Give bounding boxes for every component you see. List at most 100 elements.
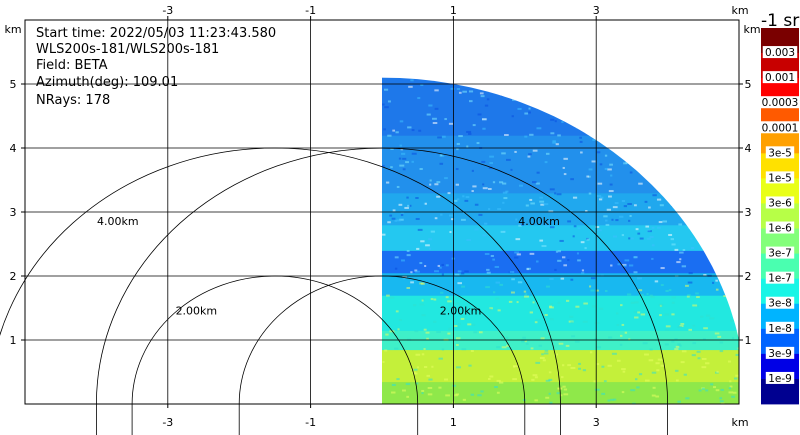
speckle-cell (724, 91, 729, 94)
speckle-cell (644, 379, 650, 382)
speckle-cell (608, 190, 614, 193)
speckle-cell (467, 323, 472, 326)
speckle-cell (461, 348, 467, 351)
speckle-cell (688, 186, 691, 189)
speckle-cell (615, 219, 619, 222)
speckle-cell (604, 154, 608, 157)
speckle-cell (709, 185, 712, 188)
speckle-cell (594, 388, 600, 391)
speckle-cell (613, 398, 617, 401)
speckle-cell (541, 353, 544, 356)
x-tick-label-top: -3 (162, 4, 173, 17)
speckle-cell (712, 281, 715, 284)
speckle-cell (489, 375, 494, 378)
speckle-cell (458, 135, 463, 138)
speckle-cell (589, 285, 592, 288)
speckle-cell (742, 127, 746, 129)
speckle-cell (575, 305, 580, 308)
speckle-cell (734, 309, 737, 312)
speckle-cell (420, 84, 424, 87)
speckle-cell (633, 148, 639, 151)
speckle-cell (420, 240, 425, 243)
speckle-cell (399, 144, 402, 147)
speckle-cell (482, 187, 488, 190)
speckle-cell (688, 328, 693, 331)
speckle-cell (687, 150, 692, 153)
speckle-cell (532, 301, 535, 304)
speckle-cell (634, 109, 638, 112)
speckle-cell (647, 115, 653, 118)
speckle-cell (405, 383, 411, 386)
speckle-cell (502, 182, 507, 185)
speckle-cell (634, 301, 639, 304)
speckle-cell (656, 198, 662, 201)
speckle-cell (656, 87, 660, 90)
speckle-cell (729, 225, 735, 228)
speckle-cell (633, 271, 638, 274)
speckle-cell (534, 321, 538, 324)
speckle-cell (516, 301, 519, 304)
speckle-cell (457, 326, 460, 329)
speckle-cell (412, 372, 418, 375)
speckle-cell (593, 380, 597, 383)
speckle-cell (646, 107, 650, 110)
speckle-cell (637, 311, 641, 314)
speckle-cell (732, 337, 735, 340)
speckle-cell (433, 78, 438, 81)
speckle-cell (499, 283, 504, 286)
speckle-cell (486, 271, 491, 274)
speckle-cell (735, 353, 739, 356)
speckle-cell (679, 258, 682, 261)
speckle-cell (675, 379, 679, 382)
speckle-cell (647, 117, 651, 120)
x-tick-label-top: 3 (593, 4, 600, 17)
speckle-cell (637, 277, 642, 280)
speckle-cell (458, 322, 461, 325)
speckle-cell (444, 378, 449, 381)
speckle-cell (691, 354, 696, 357)
speckle-cell (725, 285, 729, 288)
speckle-cell (382, 103, 385, 106)
speckle-cell (405, 161, 409, 164)
speckle-cell (406, 254, 411, 257)
speckle-cell (649, 236, 654, 239)
colorbar-label: 3e-7 (768, 248, 792, 260)
speckle-cell (433, 320, 437, 323)
speckle-cell (526, 267, 532, 270)
speckle-cell (472, 185, 477, 188)
speckle-cell (479, 92, 484, 95)
speckle-cell (672, 185, 677, 188)
speckle-cell (563, 393, 569, 396)
colorbar-label: 1e-5 (768, 172, 792, 184)
speckle-cell (400, 211, 405, 214)
colorbar-label: 0.001 (765, 72, 795, 84)
speckle-cell (485, 286, 490, 289)
speckle-cell (456, 142, 460, 145)
speckle-cell (462, 90, 467, 93)
speckle-cell (615, 312, 619, 315)
speckle-cell (473, 331, 478, 334)
speckle-cell (426, 374, 431, 377)
speckle-cell (711, 180, 715, 183)
speckle-cell (387, 100, 391, 103)
speckle-cell (672, 185, 677, 188)
speckle-cell (651, 137, 657, 140)
speckle-cell (732, 391, 737, 394)
speckle-cell (488, 378, 491, 381)
x-tick-label-bottom: -1 (305, 416, 316, 429)
speckle-cell (535, 361, 541, 364)
speckle-cell (637, 164, 641, 167)
speckle-cell (570, 321, 574, 324)
speckle-cell (646, 237, 651, 240)
speckle-cell (395, 310, 399, 313)
speckle-cell (569, 315, 574, 318)
speckle-cell (581, 269, 585, 272)
speckle-cell (447, 192, 451, 195)
speckle-cell (452, 384, 457, 387)
speckle-cell (724, 120, 728, 123)
speckle-cell (384, 349, 388, 352)
speckle-cell (586, 238, 590, 241)
speckle-cell (671, 313, 675, 316)
speckle-cell (738, 281, 739, 284)
speckle-cell (596, 363, 600, 366)
